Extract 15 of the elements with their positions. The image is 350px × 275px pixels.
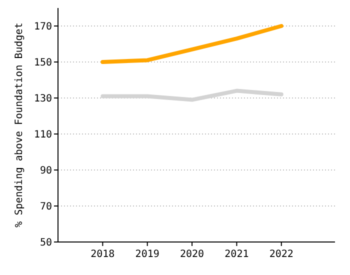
y-tick-label: 150 <box>34 58 52 68</box>
x-tick-label: 2022 <box>269 249 294 260</box>
y-tick-label: 110 <box>34 130 52 140</box>
line-series <box>100 88 284 102</box>
y-axis-title: % Spending above Foundation Budget <box>14 22 25 228</box>
x-tick-label: 2021 <box>224 249 249 260</box>
y-tick-label: 90 <box>40 166 52 176</box>
y-tick-label: 130 <box>34 94 52 104</box>
line-series <box>100 24 284 64</box>
y-tick-label: 50 <box>40 238 52 248</box>
x-tick-label: 2019 <box>135 249 160 260</box>
y-tick-label: 170 <box>34 22 52 32</box>
y-tick-label: 70 <box>40 202 52 212</box>
x-tick-label: 2020 <box>180 249 204 260</box>
x-tick-label: 2018 <box>90 249 115 260</box>
